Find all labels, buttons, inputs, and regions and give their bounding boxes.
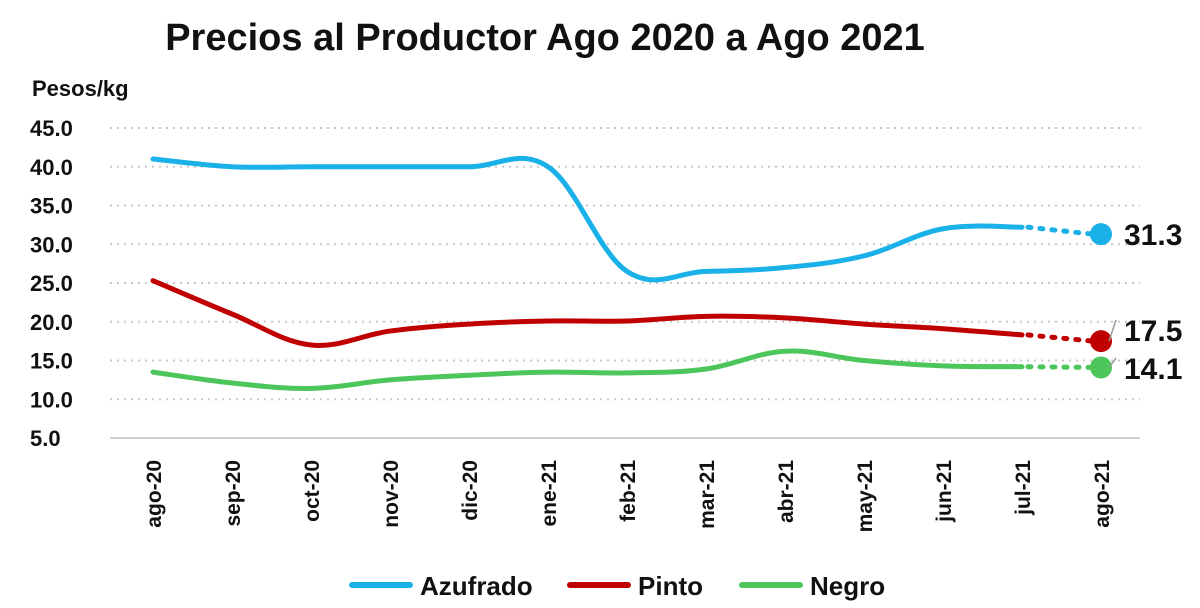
x-tick-label: oct-20 [301,460,324,522]
end-value-label-negro: 14.1 [1124,353,1182,386]
legend-label-negro: Negro [810,571,885,601]
series-line-pinto [150,278,1025,348]
y-tick-label: 20.0 [30,310,73,335]
end-value-label-azufrado: 31.3 [1124,219,1182,252]
legend-label-azufrado: Azufrado [420,571,533,601]
x-tick-label: dic-20 [459,460,482,521]
x-tick-label: ago-21 [1091,460,1114,528]
label-leader-line [1108,319,1117,342]
series-projection-pinto [1025,332,1096,344]
series-line-negro [150,348,1025,391]
y-tick-label: 40.0 [30,155,73,180]
x-tick-label: feb-21 [617,460,640,522]
label-leader-line [1108,357,1117,368]
x-tick-label: nov-20 [380,460,403,528]
chart-title: Precios al Productor Ago 2020 a Ago 2021 [165,17,925,59]
y-tick-label: 45.0 [30,116,73,141]
series-projection-negro [1025,364,1096,370]
legend-label-pinto: Pinto [638,571,703,601]
series-line-azufrado [150,155,1025,283]
end-value-label-pinto: 17.5 [1124,315,1182,348]
series-projection-azufrado [1025,224,1096,237]
y-tick-label: 15.0 [30,349,73,374]
x-tick-label: mar-21 [696,460,719,529]
y-tick-label: 30.0 [30,232,73,257]
series-lines [150,155,1112,391]
data-point-endpoint [1090,356,1112,379]
x-tick-label: ago-20 [143,460,166,528]
y-tick-label: 25.0 [30,271,73,296]
x-tick-label: jun-21 [933,460,956,523]
y-axis-ticks: 5.0 10.0 15.0 20.0 25.0 30.0 35.0 40.0 45.0 [30,116,73,451]
y-axis-unit-label: Pesos/kg [32,76,129,101]
x-tick-label: abr-21 [775,460,798,523]
y-tick-label: 5.0 [30,426,61,451]
x-tick-label: may-21 [854,460,877,533]
data-point-endpoint [1090,330,1112,353]
x-axis-ticks: ago-20 sep-20 oct-20 nov-20 dic-20 ene-21 feb-… [143,460,1114,533]
x-tick-label: sep-20 [222,460,245,527]
y-tick-label: 10.0 [30,387,73,412]
x-tick-label: ene-21 [538,460,561,527]
data-point-endpoint [1090,223,1112,246]
x-tick-label: jul-21 [1012,460,1035,516]
end-labels: 31.3 17.5 14.1 [1108,219,1182,386]
legend: Azufrado Pinto Negro [349,571,885,601]
y-tick-label: 35.0 [30,194,73,219]
